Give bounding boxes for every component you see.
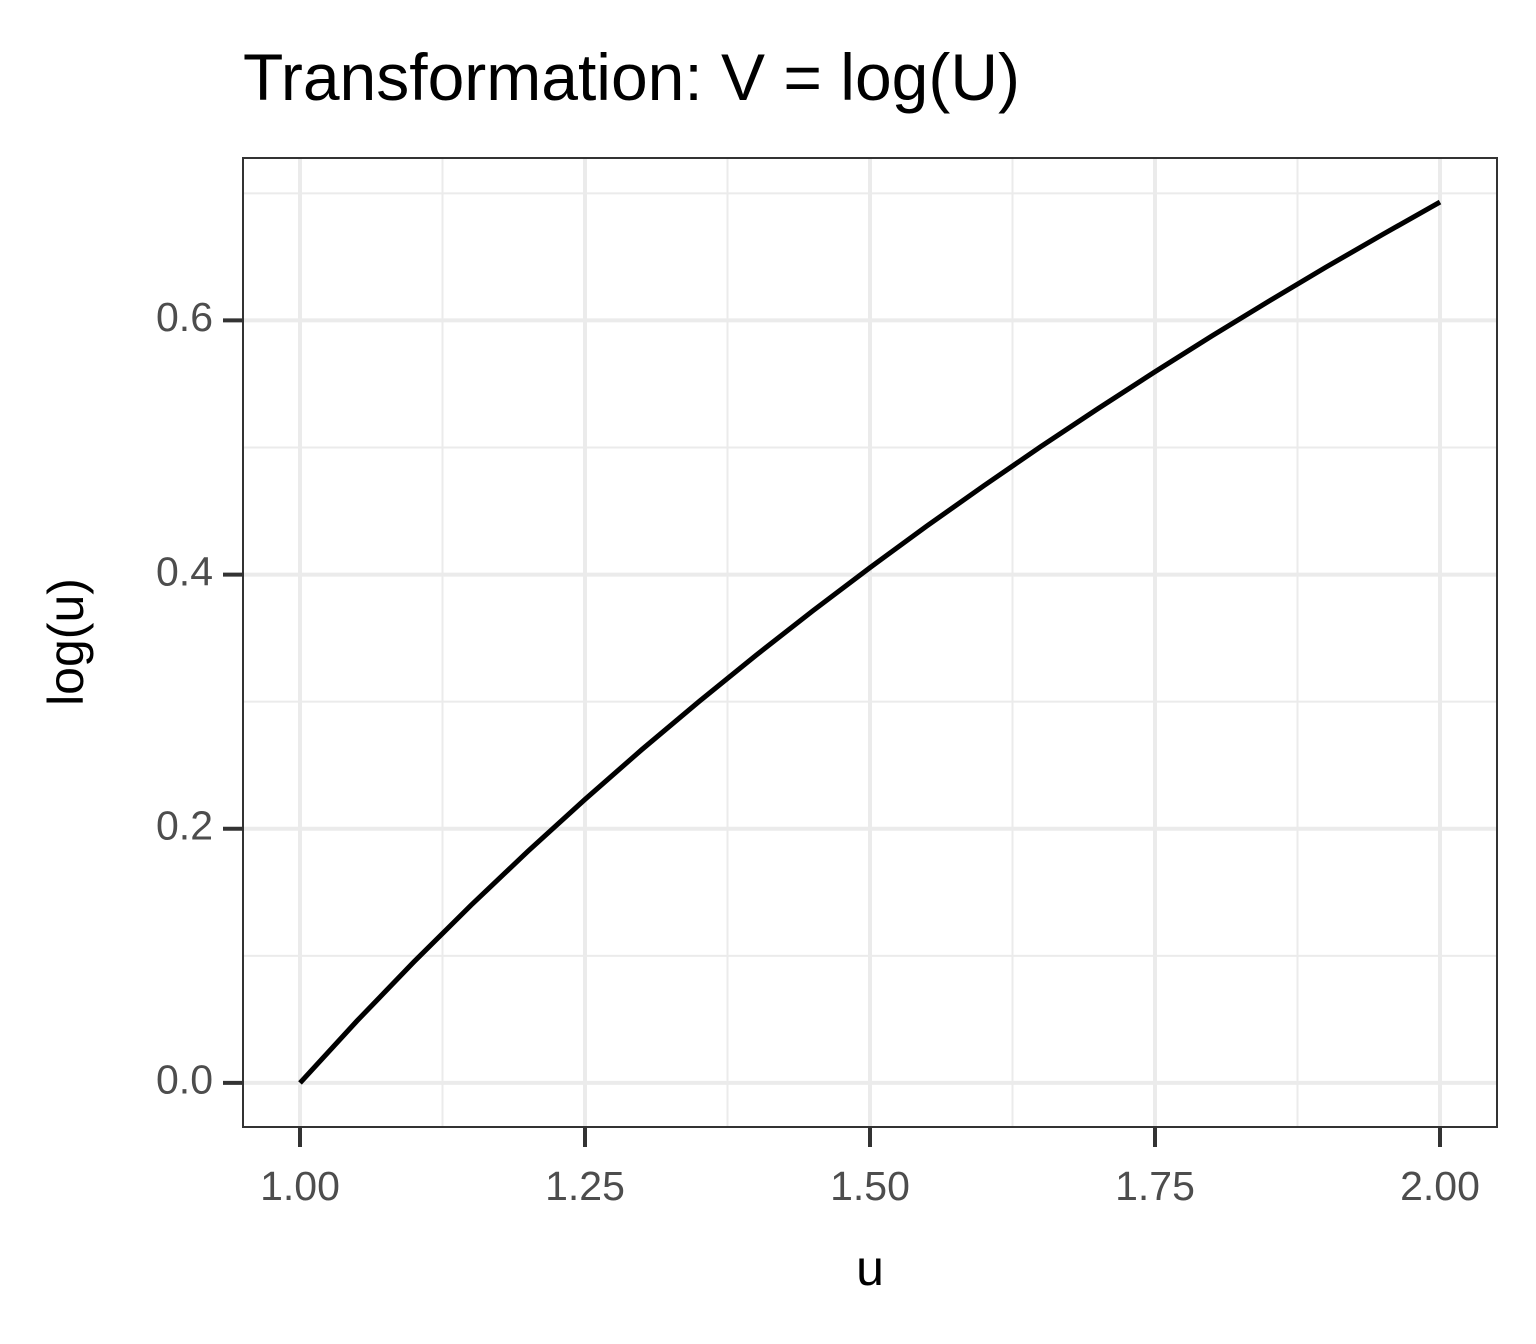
x-axis-title: u: [856, 1240, 884, 1296]
x-tick-label: 1.50: [830, 1163, 910, 1209]
y-tick-label: 0.0: [156, 1057, 213, 1103]
y-tick-label: 0.6: [156, 294, 213, 340]
y-tick-label: 0.4: [156, 548, 213, 594]
line: [298, 199, 1442, 1085]
x-tick-label: 1.00: [260, 1163, 340, 1209]
x-tick-label: 1.25: [545, 1163, 625, 1209]
y-axis-title: log(u): [38, 578, 94, 706]
y-tick-label: 0.2: [156, 803, 213, 849]
x-tick-label: 1.75: [1115, 1163, 1195, 1209]
chart-title: Transformation: V = log(U): [243, 40, 1020, 114]
x-tick-label: 2.00: [1400, 1163, 1480, 1209]
panel-border: [242, 157, 1498, 1128]
